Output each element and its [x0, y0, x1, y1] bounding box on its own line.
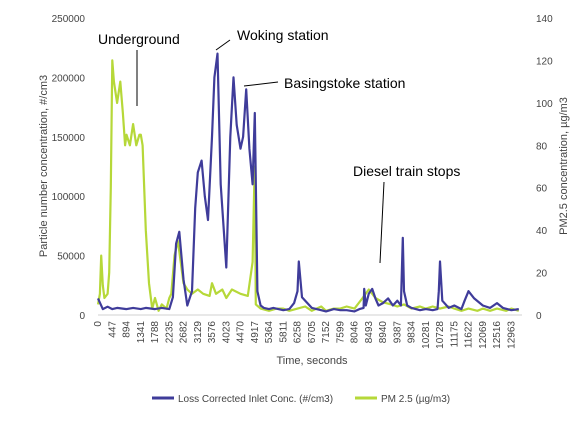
x-tick-label: 4023 [221, 321, 232, 344]
y-left-tick-label: 0 [79, 311, 85, 322]
x-axis-title: Time, seconds [276, 355, 348, 367]
x-tick-label: 2235 [164, 321, 175, 344]
legend-label-pm25: PM 2.5 (µg/m3) [381, 394, 450, 405]
annotation-arrow [243, 81, 279, 87]
y-right-tick-label: 120 [536, 56, 553, 67]
x-tick-label: 4917 [250, 321, 261, 344]
x-axis-ticks: 0 447 894 1341 1788 2235 2682 3129 3576 4023 4470 4… [93, 321, 517, 349]
legend: Loss Corrected Inlet Conc. (#/cm3) PM 2.… [152, 394, 450, 405]
y-right-axis-title: PM2.5 concentration, µg/m3 [558, 97, 570, 235]
x-tick-label: 4470 [236, 321, 247, 344]
annotations: Underground Woking station Basingstoke sta… [98, 27, 460, 264]
x-tick-label: 10281 [421, 321, 432, 349]
y-left-tick-label: 250000 [52, 14, 86, 25]
series-line-pm25 [96, 59, 520, 312]
y-left-tick-label: 100000 [52, 192, 86, 203]
annotation-arrow [215, 39, 231, 51]
y-right-tick-label: 100 [536, 99, 553, 110]
x-tick-label: 0 [93, 321, 104, 327]
annotation-label: Underground [98, 31, 180, 47]
x-tick-label: 1341 [136, 321, 147, 344]
y-right-tick-label: 40 [536, 226, 548, 237]
x-tick-label: 11175 [449, 321, 460, 348]
x-tick-label: 8493 [364, 321, 375, 344]
y-left-tick-label: 150000 [52, 133, 86, 144]
x-tick-label: 8046 [350, 321, 361, 344]
y-right-axis-ticks: 0 20 40 60 80 100 120 140 [536, 14, 553, 322]
x-tick-label: 7599 [335, 321, 346, 344]
x-tick-label: 5811 [278, 321, 289, 343]
x-tick-label: 12069 [478, 321, 489, 349]
y-left-axis-ticks: 0 50000 100000 150000 200000 250000 [52, 14, 86, 322]
legend-label-particle-number: Loss Corrected Inlet Conc. (#/cm3) [178, 394, 333, 405]
series-layer [96, 52, 520, 313]
x-tick-label: 3129 [193, 321, 204, 344]
x-tick-label: 2682 [179, 321, 190, 344]
annotation-label: Diesel train stops [353, 163, 460, 179]
annotation-arrow [379, 181, 385, 264]
y-right-tick-label: 0 [536, 311, 542, 322]
x-tick-label: 5364 [264, 321, 275, 344]
x-tick-label: 7152 [321, 321, 332, 344]
x-tick-label: 447 [107, 321, 118, 338]
x-tick-label: 6705 [307, 321, 318, 344]
x-tick-label: 894 [122, 321, 133, 338]
y-right-tick-label: 60 [536, 184, 548, 195]
series-line-particle-number [96, 52, 519, 313]
y-right-tick-label: 140 [536, 14, 553, 25]
x-tick-label: 1788 [150, 321, 161, 344]
y-right-tick-label: 20 [536, 269, 548, 280]
y-left-tick-label: 200000 [52, 73, 86, 84]
x-tick-label: 6258 [293, 321, 304, 344]
x-tick-label: 12516 [492, 321, 503, 349]
y-right-tick-label: 80 [536, 141, 548, 152]
x-tick-label: 12963 [506, 321, 517, 349]
annotation-label: Basingstoke station [284, 75, 405, 91]
x-tick-label: 9834 [407, 321, 418, 344]
x-tick-label: 9387 [392, 321, 403, 344]
y-left-tick-label: 50000 [57, 252, 85, 263]
annotation-label: Woking station [237, 27, 329, 43]
x-tick-label: 11622 [464, 321, 475, 349]
x-tick-label: 3576 [207, 321, 218, 344]
y-left-axis-title: Particle number concentration, #/cm3 [38, 75, 50, 257]
x-tick-label: 8940 [378, 321, 389, 344]
x-tick-label: 10728 [435, 321, 446, 349]
